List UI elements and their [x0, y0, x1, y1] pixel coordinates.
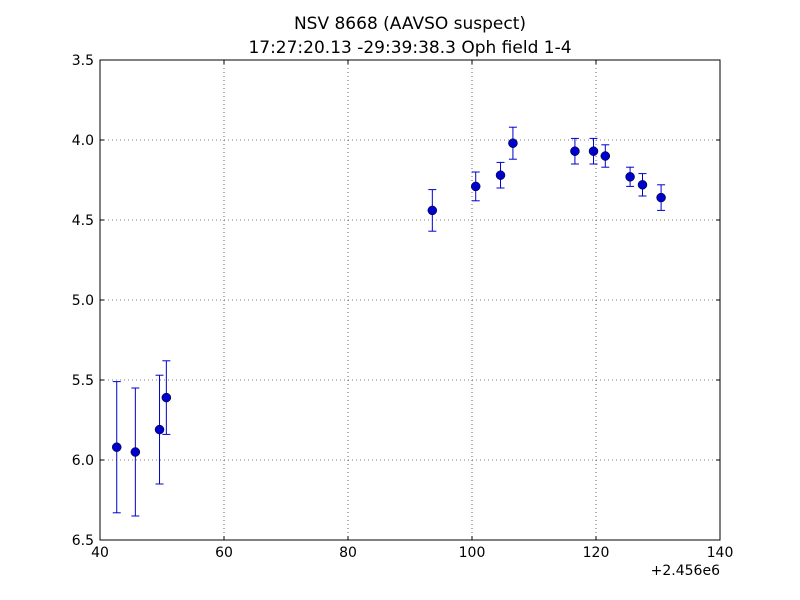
data-point [588, 146, 599, 156]
data-point [600, 151, 611, 161]
y-tick-label: 4.0 [72, 133, 94, 149]
data-points [111, 138, 666, 457]
data-point [656, 192, 666, 203]
y-tick-label: 5.0 [72, 293, 94, 309]
y-tick-label: 3.5 [72, 53, 94, 69]
data-point [130, 447, 141, 457]
x-tick-label: 100 [459, 545, 486, 561]
data-point [508, 138, 518, 148]
data-point [637, 180, 648, 190]
plot-area-frame [99, 59, 721, 541]
x-tick-label: 120 [583, 545, 610, 561]
data-point [625, 172, 635, 182]
x-tick-label: 60 [215, 545, 233, 561]
x-tick-label: 40 [91, 545, 109, 561]
chart-title-line2: 17:27:20.13 -29:39:38.3 Oph field 1-4 [248, 38, 571, 58]
grid-lines [100, 60, 720, 540]
axis-ticks: 40 60 80 100 120 140 3.5 4.0 4.5 5.0 5.5 6.0 6.5 [72, 53, 734, 561]
x-tick-label: 80 [339, 545, 357, 561]
data-point [154, 424, 165, 435]
x-offset-label: +2.456e6 [651, 563, 720, 579]
y-tick-label: 6.5 [72, 533, 94, 549]
data-point [495, 170, 506, 180]
y-tick-label: 6.0 [72, 453, 94, 469]
x-tick-label: 140 [707, 545, 734, 561]
data-point [427, 205, 438, 216]
data-point [111, 442, 122, 452]
data-point [470, 181, 481, 192]
data-point [570, 146, 580, 156]
chart-title-line1: NSV 8668 (AAVSO suspect) [294, 14, 526, 34]
error-bars [112, 126, 666, 517]
y-tick-label: 5.5 [72, 373, 94, 389]
data-point [161, 392, 172, 403]
y-tick-label: 4.5 [72, 213, 94, 229]
